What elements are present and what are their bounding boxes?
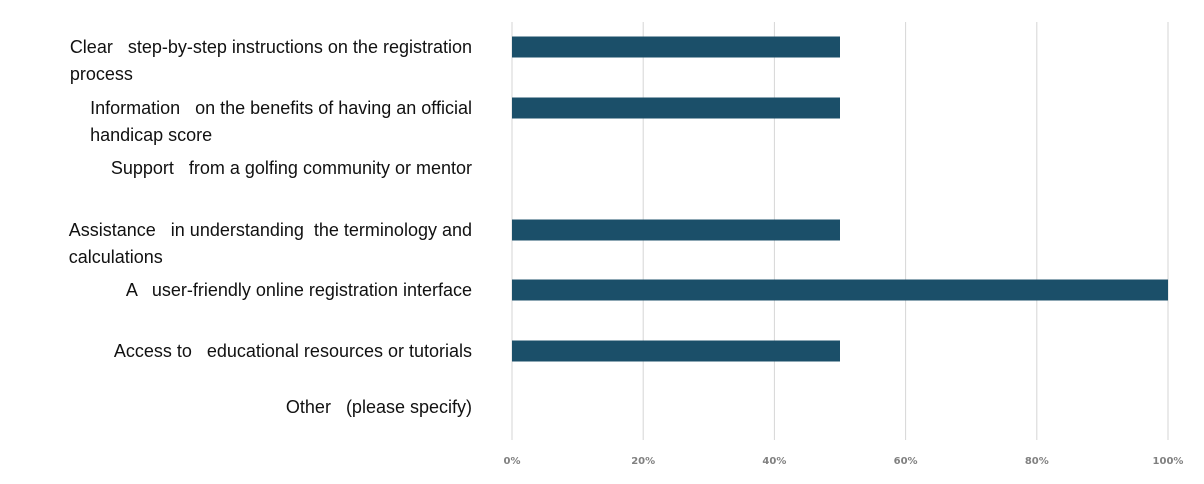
- category-label-line: A user-friendly online registration inte…: [126, 280, 472, 300]
- category-label-line: process: [70, 64, 133, 84]
- category-label-line: Assistance in understanding the terminol…: [69, 220, 472, 240]
- category-label-line: handicap score: [90, 125, 212, 145]
- category-labels: Clear step-by-step instructions on the r…: [69, 37, 472, 417]
- x-tick-label: 100%: [1153, 456, 1184, 467]
- bar: [512, 340, 840, 362]
- category-label-line: Other (please specify): [286, 397, 472, 417]
- category-label: Assistance in understanding the terminol…: [69, 220, 472, 267]
- category-label-line: Clear step-by-step instructions on the r…: [70, 37, 472, 57]
- bar: [512, 97, 840, 119]
- category-label-line: calculations: [69, 247, 163, 267]
- x-tick-label: 0%: [504, 456, 521, 467]
- category-label-line: Access to educational resources or tutor…: [114, 341, 472, 361]
- category-label-line: Support from a golfing community or ment…: [111, 158, 472, 178]
- bar: [512, 219, 840, 241]
- x-tick-label: 20%: [631, 456, 655, 467]
- bar: [512, 279, 1168, 301]
- category-label: Clear step-by-step instructions on the r…: [70, 37, 472, 84]
- category-label: Support from a golfing community or ment…: [111, 158, 472, 178]
- category-label-line: Information on the benefits of having an…: [90, 98, 472, 118]
- category-label: A user-friendly online registration inte…: [126, 280, 472, 300]
- category-label: Other (please specify): [286, 397, 472, 417]
- x-tick-label: 40%: [762, 456, 786, 467]
- category-label: Access to educational resources or tutor…: [114, 341, 472, 361]
- x-tick-label: 80%: [1025, 456, 1049, 467]
- x-axis-tick-labels: 0% 20% 40% 60% 80% 100%: [504, 456, 1184, 467]
- category-label: Information on the benefits of having an…: [90, 98, 472, 145]
- bar: [512, 36, 840, 58]
- x-tick-label: 60%: [894, 456, 918, 467]
- bars: [512, 36, 1168, 362]
